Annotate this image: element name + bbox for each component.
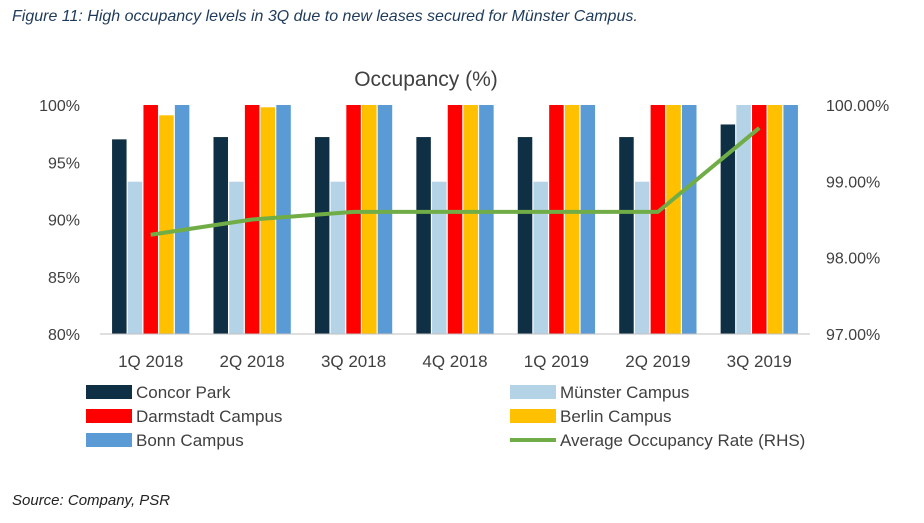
bar-m-nster-campus-7 — [736, 105, 751, 334]
legend: Concor Park Münster Campus Darmstadt Campu… — [86, 383, 805, 450]
bar-concor-park-4 — [416, 137, 431, 334]
bar-bonn-campus-4 — [479, 105, 494, 334]
figure-caption: Figure 11: High occupancy levels in 3Q d… — [12, 8, 638, 25]
bar-bonn-campus-1 — [174, 105, 190, 334]
x-tick-label: 1Q 2019 — [524, 352, 589, 371]
x-tick-label: 4Q 2018 — [422, 352, 487, 371]
y-axis-right: 97.00% 98.00% 99.00% 100.00% — [826, 98, 889, 344]
bar-berlin-campus-3 — [362, 105, 377, 334]
bar-berlin-campus-6 — [666, 105, 681, 334]
y-tick-label-right: 98.00% — [826, 251, 880, 268]
bar-concor-park-3 — [314, 137, 330, 334]
bar-bonn-campus-5 — [580, 105, 596, 334]
bar-berlin-campus-5 — [564, 105, 580, 334]
bar-darmstadt-campus-7 — [752, 105, 767, 334]
bar-m-nster-campus-6 — [634, 181, 650, 334]
bar-m-nster-campus-2 — [229, 181, 244, 334]
legend-label: Concor Park — [136, 383, 231, 402]
bar-bonn-campus-6 — [682, 105, 697, 334]
legend-label: Darmstadt Campus — [136, 407, 282, 426]
bar-series — [112, 105, 798, 335]
y-axis-left: 80% 85% 90% 95% 100% — [39, 98, 80, 344]
bar-m-nster-campus-5 — [533, 181, 548, 334]
bar-m-nster-campus-1 — [127, 181, 143, 334]
legend-swatch — [86, 385, 132, 399]
bar-berlin-campus-1 — [159, 115, 174, 335]
legend-label: Münster Campus — [560, 383, 689, 402]
line-average-occupancy — [150, 126, 761, 237]
chart-title: Occupancy (%) — [354, 68, 498, 91]
bar-concor-park-2 — [213, 137, 228, 334]
legend-label: Average Occupancy Rate (RHS) — [560, 431, 805, 450]
bar-darmstadt-campus-6 — [650, 105, 666, 334]
x-tick-label: 1Q 2018 — [118, 352, 183, 371]
y-tick-label-left: 95% — [48, 155, 80, 172]
x-tick-label: 3Q 2019 — [727, 352, 792, 371]
bar-concor-park-7 — [720, 124, 736, 334]
y-tick-label-left: 85% — [48, 270, 80, 287]
x-tick-label: 2Q 2019 — [625, 352, 690, 371]
legend-swatch — [86, 409, 132, 423]
bar-bonn-campus-7 — [783, 105, 798, 334]
legend-label: Berlin Campus — [560, 407, 672, 426]
line-series — [150, 126, 761, 237]
bar-m-nster-campus-3 — [330, 181, 346, 334]
bar-darmstadt-campus-3 — [346, 105, 361, 334]
bar-darmstadt-campus-1 — [143, 105, 158, 334]
x-axis: 1Q 2018 2Q 2018 3Q 2018 4Q 2018 1Q 2019 2Q 20… — [118, 352, 792, 371]
y-tick-label-left: 90% — [48, 213, 80, 230]
y-tick-label-right: 97.00% — [826, 327, 880, 344]
y-tick-label-left: 80% — [48, 327, 80, 344]
bar-berlin-campus-4 — [463, 105, 478, 334]
x-tick-label: 2Q 2018 — [220, 352, 285, 371]
y-tick-label-left: 100% — [39, 98, 80, 115]
y-tick-label-right: 99.00% — [826, 174, 880, 191]
bar-m-nster-campus-4 — [432, 181, 447, 334]
legend-swatch — [510, 385, 556, 399]
legend-swatch — [510, 409, 556, 423]
bar-concor-park-5 — [517, 137, 533, 334]
bar-berlin-campus-2 — [260, 107, 276, 334]
source-note: Source: Company, PSR — [12, 492, 171, 509]
bar-darmstadt-campus-4 — [447, 105, 463, 334]
bar-berlin-campus-7 — [767, 105, 783, 334]
y-tick-label-right: 100.00% — [826, 98, 889, 115]
bar-darmstadt-campus-5 — [549, 105, 564, 334]
bar-concor-park-1 — [112, 139, 127, 334]
bar-bonn-campus-2 — [276, 105, 291, 334]
bar-concor-park-6 — [619, 137, 634, 334]
bar-bonn-campus-3 — [377, 105, 393, 334]
legend-label: Bonn Campus — [136, 431, 244, 450]
x-tick-label: 3Q 2018 — [321, 352, 386, 371]
legend-swatch — [86, 433, 132, 447]
